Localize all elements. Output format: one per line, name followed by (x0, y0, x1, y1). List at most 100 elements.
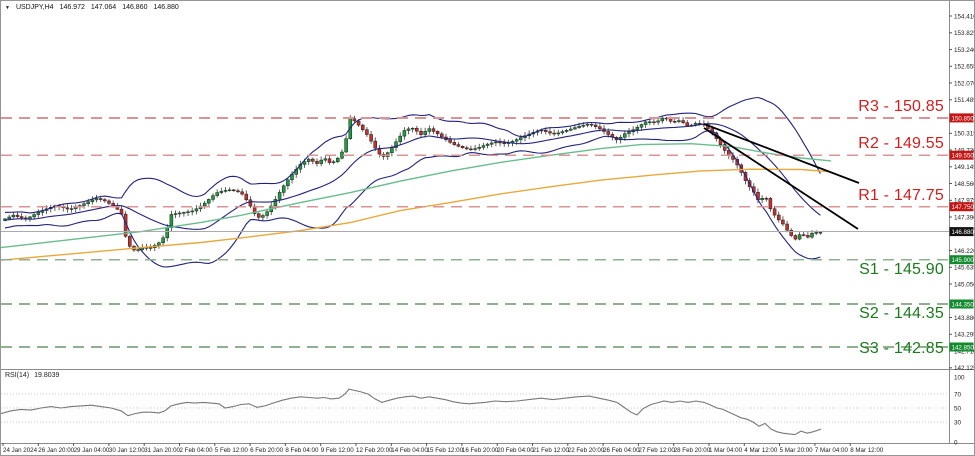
symbol-ohlc-line: ▼ USDJPY,H4 146.972 147.064 146.860 146.… (5, 4, 179, 12)
rsi-axis-label: 50 (954, 405, 962, 412)
candle (419, 130, 423, 135)
price-tick-label: 150.315 (954, 131, 974, 138)
candle (286, 179, 290, 187)
time-label: 28 Feb 20:00 (674, 447, 711, 454)
candle (623, 133, 627, 138)
trendline[interactable] (703, 127, 859, 230)
price-tick-label: 142.125 (954, 365, 974, 372)
candle (302, 161, 307, 165)
candle (36, 212, 41, 215)
ma-fast-line (1, 142, 832, 249)
candle (797, 234, 802, 240)
candle (440, 133, 444, 138)
price-badge (949, 299, 974, 309)
candle (219, 191, 224, 193)
bollinger-lower (4, 130, 821, 268)
candle (548, 131, 552, 134)
candle (722, 144, 727, 151)
candle (585, 124, 590, 126)
candle (244, 193, 249, 201)
candle (148, 247, 153, 249)
candle (768, 198, 773, 210)
sr-label-s1: S1 - 145.90 (859, 261, 944, 278)
rsi-axis-label: 100 (954, 374, 965, 381)
ohlc-low: 146.860 (122, 4, 148, 11)
rsi-name: RSI(14) (5, 372, 30, 379)
time-axis[interactable]: 24 Jan 2024 26 Jan 20:00 29 Jan 04:00 30 Ja… (2, 443, 884, 454)
candle (406, 128, 411, 131)
candle (202, 202, 207, 207)
candle (556, 132, 561, 135)
candle (785, 223, 789, 231)
candle (415, 127, 419, 132)
candle (344, 138, 348, 153)
ohlc-open: 146.972 (59, 4, 85, 11)
candle (377, 147, 382, 155)
symbol-dropdown-icon[interactable]: ▼ (5, 5, 10, 11)
candle (311, 158, 315, 162)
candle (814, 232, 818, 234)
candle (656, 120, 660, 123)
candle (448, 139, 452, 143)
candle (186, 211, 190, 213)
candle (668, 118, 673, 122)
candle (469, 148, 473, 151)
candle (544, 129, 548, 132)
candle (240, 191, 244, 195)
price-badge (949, 255, 974, 265)
price-badge (949, 227, 974, 237)
candle (94, 198, 99, 201)
sr-label-r3: R3 - 150.85 (858, 98, 944, 115)
candle (211, 195, 215, 200)
candle (494, 141, 498, 144)
candle (265, 211, 269, 216)
rsi-pane[interactable]: 100 70 50 30 0 (1, 374, 965, 446)
candle (107, 200, 111, 204)
price-tick-label: 153.240 (954, 47, 974, 54)
candle (677, 120, 681, 122)
candle (207, 199, 211, 204)
main-chart-pane[interactable] (1, 96, 949, 348)
price-axis[interactable]: 154.410 153.825 153.240 152.655 152.070 151.4… (949, 13, 974, 372)
rsi-indicator-label: RSI(14) 19.8039 (5, 372, 59, 380)
candle (82, 203, 86, 206)
time-label: 14 Feb 04:00 (391, 447, 428, 454)
rsi-line (1, 388, 822, 436)
candle (277, 192, 282, 200)
candle (598, 126, 602, 130)
candle (627, 131, 631, 134)
candle (477, 147, 481, 149)
candle (789, 229, 793, 236)
time-label: 7 Mar 04:00 (815, 447, 849, 454)
candle (643, 121, 648, 125)
candle (190, 210, 194, 213)
candle (7, 216, 11, 220)
candle (157, 242, 161, 246)
candle (577, 126, 581, 128)
candle (606, 131, 610, 135)
price-badge-label: 147.750 (952, 204, 975, 211)
candle (452, 142, 457, 145)
candle (323, 158, 328, 161)
candle (465, 147, 469, 150)
candle (257, 213, 261, 218)
time-label: 16 Feb 20:00 (462, 447, 499, 454)
candle (365, 129, 369, 135)
trendline[interactable] (703, 123, 860, 184)
price-badge-label: 145.900 (952, 257, 975, 264)
candle (660, 117, 665, 122)
price-tick-label: 149.145 (954, 164, 974, 171)
candle (361, 124, 365, 130)
candle (32, 214, 36, 218)
price-badge-label: 142.850 (952, 344, 975, 351)
candle (806, 235, 810, 238)
bollinger-bands (4, 96, 821, 268)
candle (281, 185, 286, 193)
rsi-axis-label: 30 (954, 419, 962, 426)
price-tick-label: 153.825 (954, 30, 974, 37)
candle (735, 159, 739, 166)
time-label: 6 Feb 20:00 (250, 447, 284, 454)
candle (473, 148, 477, 150)
candle (489, 142, 494, 145)
